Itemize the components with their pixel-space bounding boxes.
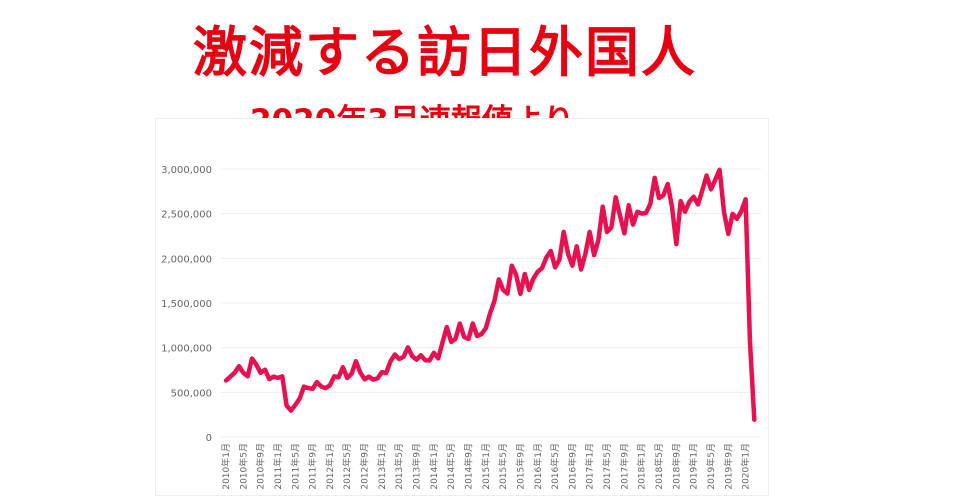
x-tick-label: 2014年1月 xyxy=(428,443,440,490)
x-tick-label: 2011年1月 xyxy=(272,443,284,490)
y-axis-ticks: 0 500,000 1,000,000 1,500,000 2,000,000 2,500… xyxy=(161,165,212,444)
y-tick-label: 1,000,000 xyxy=(161,344,212,355)
x-tick-label: 2014年5月 xyxy=(445,443,457,490)
x-tick-label: 2010年5月 xyxy=(237,443,249,490)
x-tick-label: 2012年9月 xyxy=(359,443,371,490)
series-line xyxy=(223,167,757,422)
x-tick-label: 2016年5月 xyxy=(549,443,561,490)
series-group xyxy=(223,167,757,422)
x-tick-label: 2017年9月 xyxy=(618,443,630,490)
y-tick-label: 0 xyxy=(206,433,212,444)
x-tick-label: 2012年1月 xyxy=(324,443,336,490)
x-tick-label: 2010年9月 xyxy=(255,443,267,490)
x-tick-label: 2012年5月 xyxy=(341,443,353,490)
x-tick-label: 2013年9月 xyxy=(411,443,423,490)
x-tick-label: 2011年5月 xyxy=(289,443,301,490)
line-chart: 0 500,000 1,000,000 1,500,000 2,000,000 2,500… xyxy=(161,165,761,490)
x-tick-label: 2018年9月 xyxy=(670,443,682,490)
y-tick-label: 1,500,000 xyxy=(161,299,212,310)
x-tick-label: 2010年1月 xyxy=(220,443,232,490)
x-tick-label: 2019年1月 xyxy=(688,443,700,490)
y-tick-label: 500,000 xyxy=(171,388,212,399)
x-tick-label: 2017年1月 xyxy=(584,443,596,490)
x-tick-label: 2018年5月 xyxy=(653,443,665,490)
x-tick-label: 2019年9月 xyxy=(722,443,734,490)
x-tick-label: 2015年9月 xyxy=(514,443,526,490)
x-tick-label: 2016年1月 xyxy=(532,443,544,490)
y-tick-label: 2,500,000 xyxy=(161,210,212,221)
x-tick-label: 2019年5月 xyxy=(705,443,717,490)
x-tick-label: 2015年5月 xyxy=(497,443,509,490)
chart-card: 0 500,000 1,000,000 1,500,000 2,000,000 2,500… xyxy=(155,118,769,496)
x-axis-ticks: 2010年1月 2010年5月 2010年9月 2011年1月 2011年5月 2011年… xyxy=(220,443,752,490)
x-tick-label: 2016年9月 xyxy=(566,443,578,490)
y-tick-label: 2,000,000 xyxy=(161,254,212,265)
x-tick-label: 2020年1月 xyxy=(740,443,752,490)
y-tick-label: 3,000,000 xyxy=(161,165,212,176)
x-tick-label: 2013年5月 xyxy=(393,443,405,490)
x-tick-label: 2018年1月 xyxy=(636,443,648,490)
x-tick-label: 2013年1月 xyxy=(376,443,388,490)
x-tick-label: 2011年9月 xyxy=(307,443,319,490)
x-tick-label: 2014年9月 xyxy=(462,443,474,490)
x-tick-label: 2017年5月 xyxy=(601,443,613,490)
x-tick-label: 2015年1月 xyxy=(480,443,492,490)
headline-title: 激減する訪日外国人 xyxy=(193,21,697,84)
